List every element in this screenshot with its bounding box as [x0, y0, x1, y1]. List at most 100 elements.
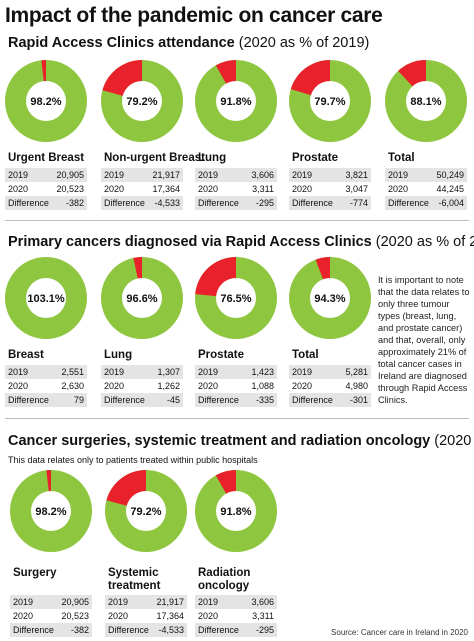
- stats-table: 2019 20,905 2020 20,523 Difference -382: [10, 595, 92, 637]
- row-difference: Difference -4,533: [105, 623, 187, 637]
- donut-chart: 98.2%: [10, 470, 92, 552]
- row-label: 2020: [104, 184, 125, 194]
- section-2-title: Primary cancers diagnosed via Rapid Acce…: [8, 233, 474, 251]
- row-difference: Difference 79: [5, 393, 87, 407]
- row-value: 20,523: [56, 184, 84, 194]
- section-3-note: This data relates only to patients treat…: [8, 455, 258, 465]
- row-2020: 2020 1,262: [101, 379, 183, 393]
- row-value: -295: [255, 198, 274, 208]
- row-label: 2019: [8, 367, 29, 377]
- row-2020: 2020 17,364: [101, 182, 183, 196]
- row-label: 2019: [198, 367, 219, 377]
- row-label: 2020: [292, 184, 313, 194]
- donut-hole: [216, 81, 256, 121]
- donut-chart: 96.6%: [101, 257, 183, 339]
- donut-hole: [31, 491, 71, 531]
- row-value: 44,245: [436, 184, 464, 194]
- row-difference: Difference -45: [101, 393, 183, 407]
- row-2020: 2020 1,088: [195, 379, 277, 393]
- category-label: Prostate: [198, 349, 244, 362]
- row-2019: 2019 5,281: [289, 365, 371, 379]
- section-3-title: Cancer surgeries, systemic treatment and…: [8, 432, 474, 450]
- row-difference: Difference -295: [195, 623, 277, 637]
- row-label: 2019: [292, 170, 313, 180]
- row-value: -45: [166, 395, 180, 405]
- row-value: -382: [70, 625, 89, 635]
- row-value: 50,249: [436, 170, 464, 180]
- stats-table: 2019 50,249 2020 44,245 Difference -6,004: [385, 168, 467, 210]
- row-label: 2020: [198, 611, 219, 621]
- row-value: -295: [255, 625, 274, 635]
- row-value: -6,004: [438, 198, 464, 208]
- row-2020: 2020 20,523: [5, 182, 87, 196]
- header-bar: Impact of the pandemic on cancer care: [5, 2, 469, 29]
- row-label: 2020: [198, 184, 219, 194]
- row-value: -382: [65, 198, 84, 208]
- row-value: 17,364: [152, 184, 180, 194]
- donut-percent-label: 98.2%: [30, 96, 61, 108]
- row-2020: 2020 3,311: [195, 609, 277, 623]
- row-2019: 2019 3,821: [289, 168, 371, 182]
- donut-hole: [122, 81, 162, 121]
- category-label: Urgent Breast: [8, 152, 84, 165]
- row-difference: Difference -382: [5, 196, 87, 210]
- donut-percent-label: 79.2%: [126, 96, 157, 108]
- category-label: Non-urgent Breast: [104, 152, 205, 165]
- row-2019: 2019 1,423: [195, 365, 277, 379]
- row-label: 2020: [108, 611, 129, 621]
- row-value: 20,905: [61, 597, 89, 607]
- section-1-title: Rapid Access Clinics attendance (2020 as…: [8, 34, 369, 52]
- donut-hole: [216, 491, 256, 531]
- row-difference: Difference -382: [10, 623, 92, 637]
- row-label: Difference: [104, 395, 145, 405]
- donut-chart: 91.8%: [195, 60, 277, 142]
- source-note: Source: Cancer care in Ireland in 2020: [331, 628, 468, 637]
- category-label-line1: Urgent Breast: [8, 152, 85, 164]
- row-label: 2019: [104, 367, 125, 377]
- row-2019: 2019 50,249: [385, 168, 467, 182]
- row-2019: 2019 21,917: [101, 168, 183, 182]
- row-2019: 2019 2,551: [5, 365, 87, 379]
- donut-chart: 79.2%: [105, 470, 187, 552]
- stats-table: 2019 3,606 2020 3,311 Difference -295: [195, 168, 277, 210]
- category-label-line1: Radiation: [198, 567, 251, 579]
- donut-svg: 91.8%: [195, 60, 277, 142]
- row-value: 21,917: [156, 597, 184, 607]
- row-label: Difference: [198, 625, 239, 635]
- stats-table: 2019 5,281 2020 4,980 Difference -301: [289, 365, 371, 407]
- category-label-line1: Systemic: [108, 567, 159, 579]
- row-label: Difference: [292, 198, 333, 208]
- row-2019: 2019 21,917: [105, 595, 187, 609]
- row-value: 4,980: [345, 381, 368, 391]
- row-label: Difference: [104, 198, 145, 208]
- row-value: -774: [349, 198, 368, 208]
- donut-svg: 79.2%: [105, 470, 187, 552]
- row-difference: Difference -335: [195, 393, 277, 407]
- row-difference: Difference -4,533: [101, 196, 183, 210]
- row-2020: 2020 44,245: [385, 182, 467, 196]
- row-2020: 2020 17,364: [105, 609, 187, 623]
- category-label-line2: oncology: [198, 580, 250, 592]
- row-value: 3,606: [251, 597, 274, 607]
- row-label: 2019: [104, 170, 125, 180]
- row-label: 2020: [388, 184, 409, 194]
- row-value: 20,523: [61, 611, 89, 621]
- section-3-title-bold: Cancer surgeries, systemic treatment and…: [8, 433, 431, 449]
- row-value: 2,551: [61, 367, 84, 377]
- category-label: Breast: [8, 349, 44, 362]
- row-value: 20,905: [56, 170, 84, 180]
- donut-chart: 98.2%: [5, 60, 87, 142]
- row-value: -4,533: [158, 625, 184, 635]
- category-label-line1: Lung: [198, 152, 227, 164]
- donut-percent-label: 76.5%: [220, 293, 251, 305]
- donut-chart: 91.8%: [195, 470, 277, 552]
- row-difference: Difference -295: [195, 196, 277, 210]
- donut-svg: 79.2%: [101, 60, 183, 142]
- row-value: 1,262: [157, 381, 180, 391]
- row-label: 2020: [13, 611, 34, 621]
- donut-hole: [310, 81, 350, 121]
- row-value: 21,917: [152, 170, 180, 180]
- donut-percent-label: 79.7%: [314, 96, 345, 108]
- row-label: Difference: [8, 198, 49, 208]
- donut-percent-label: 94.3%: [314, 293, 345, 305]
